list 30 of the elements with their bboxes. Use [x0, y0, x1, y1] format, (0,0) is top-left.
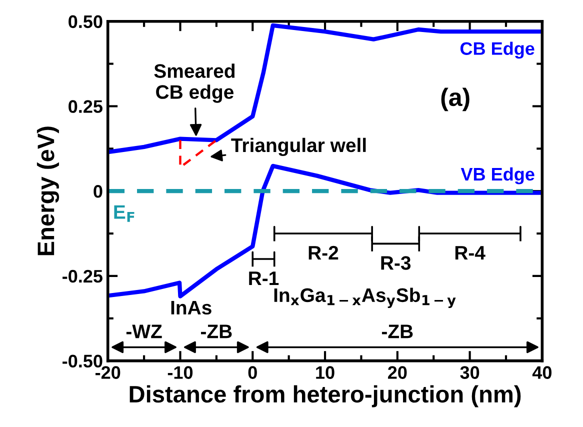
x-tick-label: 20	[388, 366, 407, 379]
x-tick-label: 40	[532, 366, 552, 379]
line-series	[108, 23, 542, 154]
y-tick-label: 0.25	[68, 100, 102, 113]
y-tick-label: 0	[94, 185, 102, 198]
annotation: InAs	[171, 300, 212, 315]
x-tick-label: -20	[96, 366, 120, 379]
x-tick-label: -10	[168, 366, 193, 379]
ref-line-label: E$_{F}$	[114, 205, 134, 222]
annotation: R-3	[381, 256, 411, 270]
annotation: In$_{x}$Ga$_{1−x}$As$_{y}$Sb$_{1−y}$	[274, 288, 456, 308]
annotation: -WZ	[126, 324, 162, 338]
y-tick-label: 0.50	[68, 15, 102, 28]
series-label: VB Edge	[460, 167, 534, 184]
y-tick-label: -0.50	[62, 354, 102, 368]
annotation: R-2	[308, 246, 338, 260]
x-axis-title: Distance from hetero-junction (nm)	[130, 385, 521, 408]
annotation: Smeared CB edge	[154, 64, 235, 103]
series-label: CB Edge	[460, 42, 534, 59]
x-tick-label: 10	[316, 366, 334, 379]
y-tick-label: -0.25	[62, 270, 102, 283]
annotation: R-1	[249, 272, 279, 285]
x-tick-label: 30	[460, 366, 480, 379]
annotation: -ZB	[201, 324, 232, 338]
x-tick-label: 0	[248, 366, 257, 379]
annotation: R-4	[455, 246, 486, 260]
annotation: -ZB	[382, 324, 413, 338]
annotation: Triangular well	[231, 138, 366, 156]
y-axis-title: Energy (eV)	[36, 126, 60, 256]
annotation: (a)	[441, 88, 470, 112]
